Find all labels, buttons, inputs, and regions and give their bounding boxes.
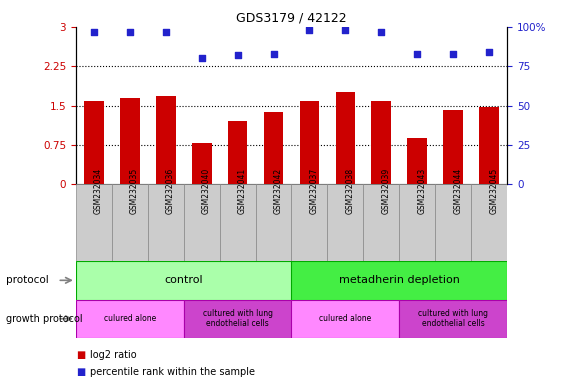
Text: culured alone: culured alone — [319, 314, 371, 323]
Point — [448, 51, 458, 57]
Text: ■: ■ — [76, 350, 85, 360]
Bar — [471, 184, 507, 261]
Bar — [292, 261, 507, 300]
Text: protocol: protocol — [6, 275, 48, 285]
Text: GSM232040: GSM232040 — [202, 167, 210, 214]
Bar — [192, 143, 212, 184]
Bar — [399, 184, 436, 261]
Bar — [184, 184, 220, 261]
Text: GSM232042: GSM232042 — [273, 167, 283, 214]
Point — [269, 51, 278, 57]
Bar — [363, 184, 399, 261]
Text: cultured with lung
endothelial cells: cultured with lung endothelial cells — [418, 309, 489, 328]
Point — [413, 51, 422, 57]
Bar — [300, 101, 319, 184]
Text: culured alone: culured alone — [104, 314, 156, 323]
Bar — [336, 93, 355, 184]
Bar — [328, 184, 363, 261]
Text: percentile rank within the sample: percentile rank within the sample — [90, 367, 255, 377]
Bar — [264, 112, 283, 184]
Text: GSM232045: GSM232045 — [489, 167, 498, 214]
Bar — [76, 184, 112, 261]
Bar — [228, 121, 247, 184]
Bar — [112, 184, 147, 261]
Point — [233, 52, 242, 58]
Text: GSM232041: GSM232041 — [238, 167, 247, 214]
Point — [377, 28, 386, 35]
Text: ■: ■ — [76, 367, 85, 377]
Text: cultured with lung
endothelial cells: cultured with lung endothelial cells — [202, 309, 273, 328]
Point — [305, 27, 314, 33]
Bar — [436, 184, 471, 261]
Text: GSM232038: GSM232038 — [345, 167, 354, 214]
Text: GSM232034: GSM232034 — [94, 167, 103, 214]
Point — [89, 28, 99, 35]
Text: GSM232039: GSM232039 — [381, 167, 391, 214]
Text: GDS3179 / 42122: GDS3179 / 42122 — [236, 12, 347, 25]
Text: metadherin depletion: metadherin depletion — [339, 275, 460, 285]
Bar — [292, 184, 328, 261]
Text: control: control — [164, 275, 203, 285]
Bar — [408, 138, 427, 184]
Text: GSM232035: GSM232035 — [129, 167, 139, 214]
Bar — [76, 300, 184, 338]
Bar — [371, 101, 391, 184]
Bar — [399, 300, 507, 338]
Bar — [120, 98, 139, 184]
Bar — [156, 96, 175, 184]
Bar — [147, 184, 184, 261]
Point — [125, 28, 134, 35]
Point — [340, 27, 350, 33]
Bar — [479, 107, 499, 184]
Point — [484, 49, 494, 55]
Bar — [444, 110, 463, 184]
Bar — [255, 184, 292, 261]
Bar — [184, 300, 292, 338]
Text: growth protocol: growth protocol — [6, 314, 82, 324]
Text: log2 ratio: log2 ratio — [90, 350, 137, 360]
Bar — [220, 184, 255, 261]
Text: GSM232037: GSM232037 — [310, 167, 318, 214]
Bar — [76, 261, 292, 300]
Bar — [292, 300, 399, 338]
Point — [197, 55, 206, 61]
Bar — [84, 101, 104, 184]
Text: GSM232044: GSM232044 — [453, 167, 462, 214]
Text: GSM232036: GSM232036 — [166, 167, 175, 214]
Text: GSM232043: GSM232043 — [417, 167, 426, 214]
Point — [161, 28, 170, 35]
